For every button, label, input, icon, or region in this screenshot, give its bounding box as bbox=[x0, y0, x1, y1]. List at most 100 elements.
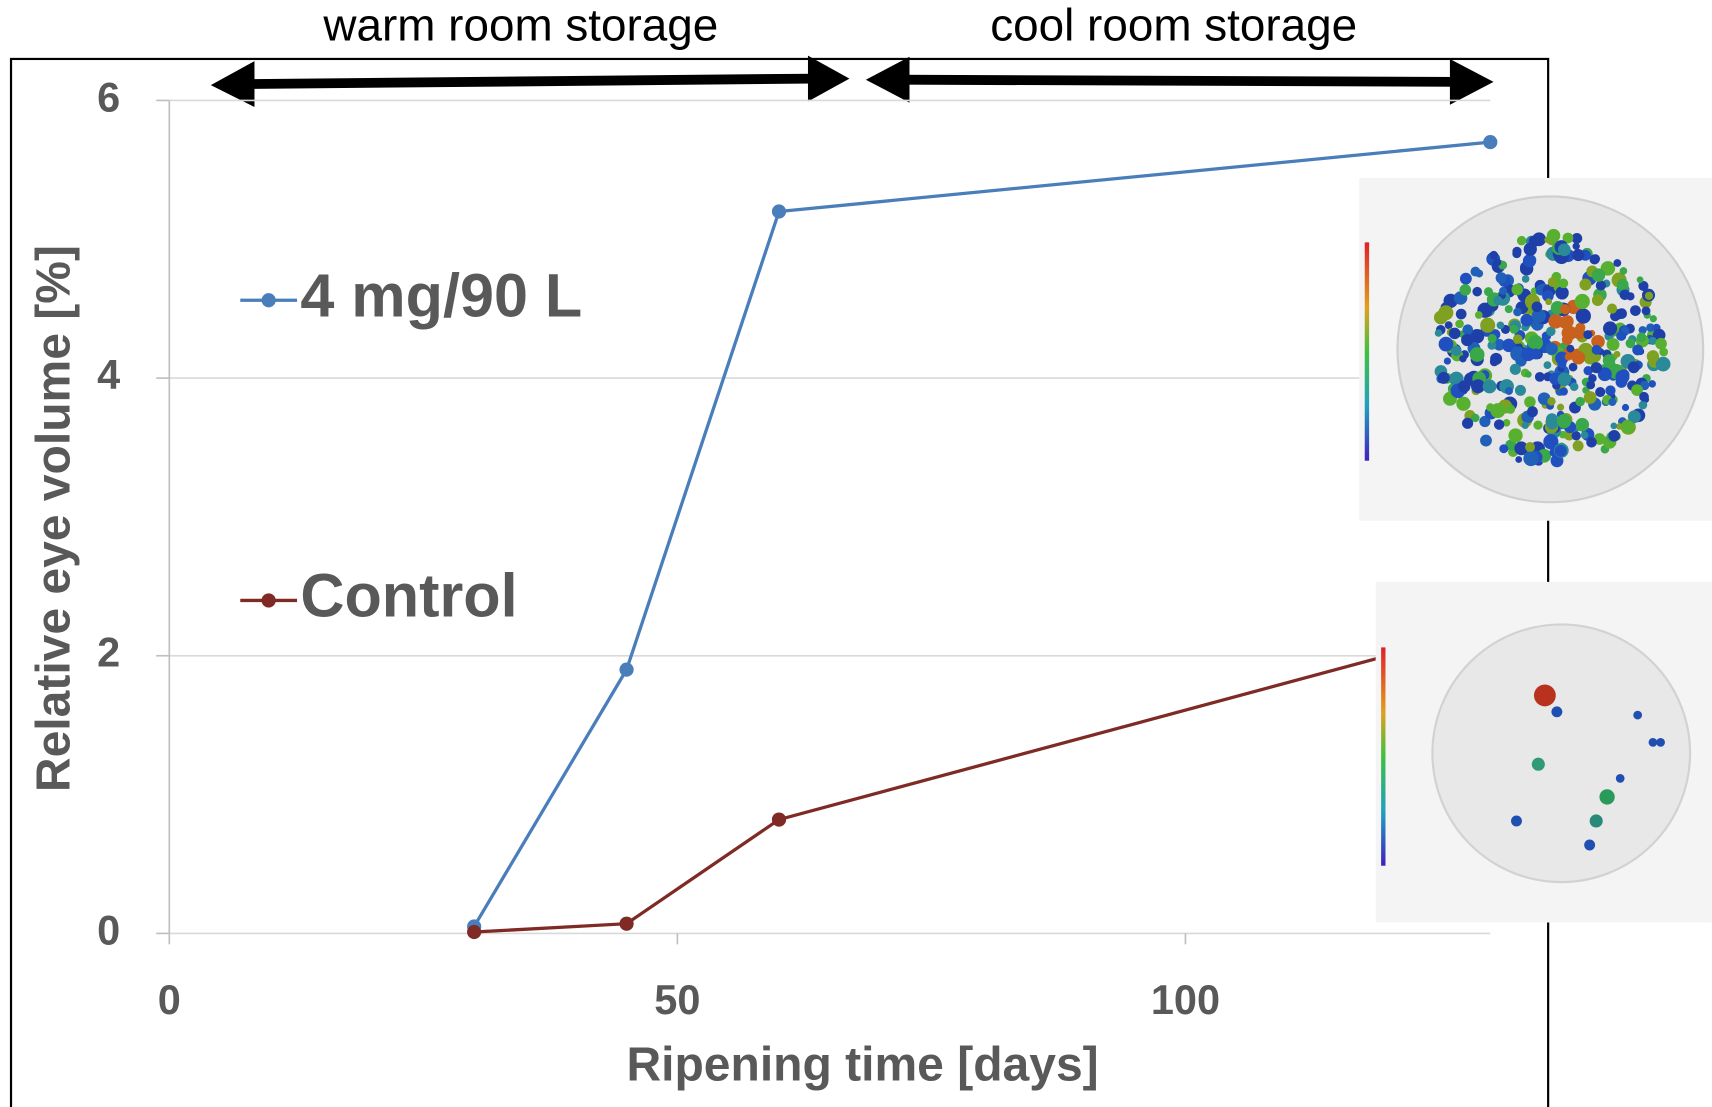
scan-dot bbox=[1566, 345, 1574, 353]
scan-dot bbox=[1525, 371, 1532, 378]
scan-dot bbox=[1490, 353, 1502, 365]
scan-dot bbox=[1460, 284, 1472, 296]
scan-dot bbox=[1603, 321, 1617, 335]
data-point bbox=[467, 925, 481, 939]
y-axis-title: Relative eye volume [%] bbox=[28, 245, 81, 792]
scan-dot bbox=[1610, 363, 1618, 371]
scan-dot bbox=[1515, 385, 1526, 396]
scan-dot bbox=[1559, 278, 1569, 288]
scan-dot bbox=[1596, 280, 1606, 290]
scan-dot bbox=[1522, 275, 1530, 283]
scan-dot bbox=[1496, 272, 1507, 283]
x-axis-title: Ripening time [days] bbox=[626, 1038, 1098, 1091]
scan-dot bbox=[1480, 435, 1492, 447]
scan-dot bbox=[1575, 294, 1590, 309]
scan-disc bbox=[1432, 624, 1690, 882]
scan-dot bbox=[1484, 287, 1493, 296]
scan-dot bbox=[1533, 421, 1542, 430]
legend-marker bbox=[262, 593, 276, 607]
arrows bbox=[211, 56, 1494, 107]
scan-dot bbox=[1483, 380, 1497, 394]
legend-label: Control bbox=[300, 562, 517, 630]
scan-dot bbox=[1615, 370, 1629, 384]
scan-dot bbox=[1444, 357, 1451, 364]
scan-dot bbox=[1584, 391, 1597, 404]
scan-dot bbox=[1633, 711, 1642, 720]
scan-dot bbox=[1637, 332, 1647, 342]
scan-dot bbox=[1630, 305, 1641, 316]
x-tick-label: 100 bbox=[1151, 976, 1220, 1023]
scan-dot bbox=[1493, 296, 1502, 305]
scan-dot bbox=[1435, 329, 1442, 336]
scan-dot bbox=[1569, 363, 1578, 372]
scan-dot bbox=[1591, 337, 1598, 344]
scan-dot bbox=[1616, 774, 1625, 783]
scan-dot bbox=[1560, 304, 1570, 314]
scan-dot bbox=[1499, 287, 1507, 295]
scan-dot bbox=[1576, 308, 1591, 323]
scan-dot bbox=[1648, 380, 1656, 388]
scan-dot bbox=[1628, 361, 1640, 373]
annotation: warm room storage bbox=[322, 0, 718, 50]
scan-dot bbox=[1449, 328, 1461, 340]
scan-dot bbox=[1534, 685, 1556, 707]
scan-dot bbox=[1555, 286, 1568, 299]
scan-dot bbox=[1560, 387, 1568, 395]
legend-marker bbox=[262, 293, 276, 307]
scan-dot bbox=[1626, 338, 1636, 348]
scan-dot bbox=[1547, 397, 1555, 405]
scan-dot bbox=[1523, 254, 1536, 267]
scan-dot bbox=[1590, 814, 1603, 827]
scan-dot bbox=[1470, 347, 1485, 362]
scan-colorbar bbox=[1365, 242, 1369, 460]
scan-dot bbox=[1517, 236, 1526, 245]
scan-dot bbox=[1506, 404, 1515, 413]
scan-dot bbox=[1616, 331, 1626, 341]
scan-dot bbox=[1515, 456, 1522, 463]
scan-dot bbox=[1490, 403, 1505, 418]
scan-dot bbox=[1505, 305, 1513, 313]
scan-dot bbox=[1510, 364, 1521, 375]
scan-dot bbox=[1547, 229, 1560, 242]
data-point bbox=[619, 663, 633, 677]
scan-dot bbox=[1557, 414, 1571, 428]
scan-dot bbox=[1456, 309, 1467, 320]
scan-dot bbox=[1573, 440, 1584, 451]
x-tick-label: 50 bbox=[654, 976, 700, 1023]
scan-dot bbox=[1592, 294, 1604, 306]
scan-dot bbox=[1530, 349, 1541, 360]
scan-dot bbox=[1546, 343, 1558, 355]
scan-dot bbox=[1586, 437, 1597, 448]
chart: warm room storage cool room storage Ripe… bbox=[0, 0, 1712, 1107]
scan-dot bbox=[1573, 243, 1580, 250]
scan-dot bbox=[1614, 351, 1621, 358]
scan-dot bbox=[1459, 355, 1466, 362]
data-point bbox=[1483, 135, 1497, 149]
scan-dot bbox=[1590, 254, 1600, 264]
scan-dot bbox=[1475, 270, 1483, 278]
scan-dot bbox=[1543, 361, 1551, 369]
scan-dot bbox=[1558, 243, 1571, 256]
scan-dot bbox=[1522, 422, 1529, 429]
scan-dot bbox=[1551, 706, 1562, 717]
scan-dot bbox=[1570, 382, 1579, 391]
scan-dot bbox=[1455, 320, 1464, 329]
scan-dot bbox=[1520, 314, 1533, 327]
scan-dot bbox=[1523, 451, 1538, 466]
scan-dot bbox=[1592, 345, 1602, 355]
scan-dot bbox=[1656, 738, 1665, 747]
scan-dot bbox=[1451, 346, 1462, 357]
scan-dot bbox=[1599, 789, 1614, 804]
scan-images bbox=[1359, 178, 1712, 923]
scan-dot bbox=[1572, 249, 1584, 261]
scan-dot bbox=[1494, 419, 1504, 429]
scan-dot bbox=[1461, 334, 1473, 346]
scan-dot bbox=[1565, 353, 1572, 360]
scan-dot bbox=[1525, 442, 1535, 452]
scan-dot bbox=[1642, 306, 1651, 315]
scan-dot bbox=[1513, 308, 1522, 317]
annotation: cool room storage bbox=[990, 0, 1357, 50]
scan-dot bbox=[1607, 304, 1617, 314]
legend-label: 4 mg/90 L bbox=[300, 261, 582, 329]
scan-dot bbox=[1605, 385, 1615, 395]
